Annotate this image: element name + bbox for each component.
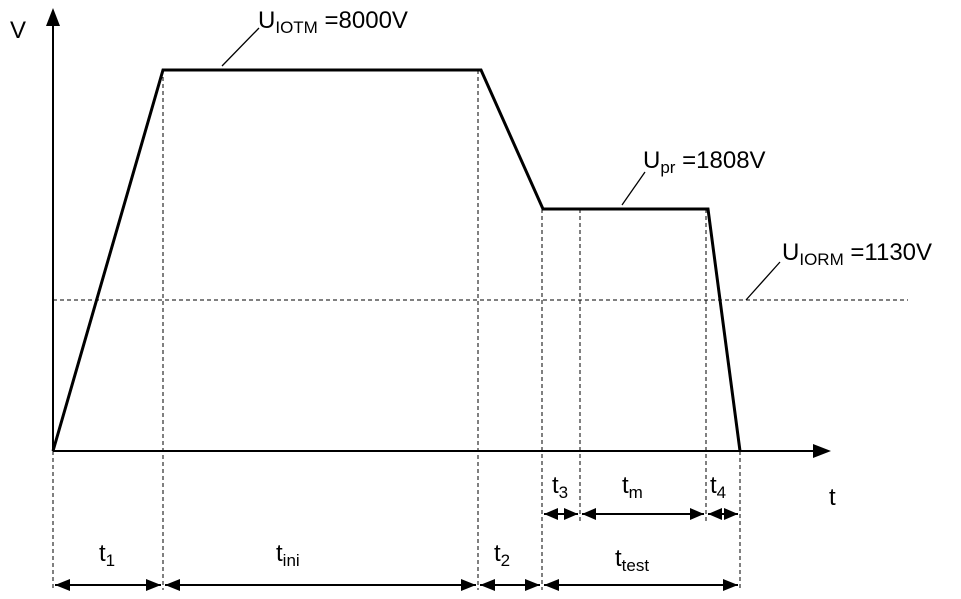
voltage-waveform xyxy=(51,68,742,452)
dimension-row-lower xyxy=(55,579,738,591)
label-t4: t4 xyxy=(710,472,726,502)
label-ttest: ttest xyxy=(615,545,649,575)
label-t3: t3 xyxy=(552,472,568,502)
y-axis-label: V xyxy=(10,17,26,44)
pr-label: Upr =1808V xyxy=(643,147,766,177)
label-t2: t2 xyxy=(494,540,510,570)
arrow xyxy=(525,579,540,591)
iotm-label: UIOTM =8000V xyxy=(258,7,408,37)
arrow xyxy=(544,508,558,520)
label-t1: t1 xyxy=(99,540,115,570)
iotm-leader xyxy=(221,27,260,67)
arrow xyxy=(461,579,476,591)
arrow xyxy=(544,579,559,591)
x-axis-arrow xyxy=(813,444,831,458)
time-marker-lines xyxy=(52,70,741,590)
label-tm: tm xyxy=(622,472,643,502)
arrow xyxy=(564,508,578,520)
label-tini: tini xyxy=(276,540,300,570)
axes xyxy=(46,8,831,458)
arrow xyxy=(723,579,738,591)
arrow xyxy=(690,508,704,520)
y-axis-arrow xyxy=(46,8,60,26)
x-axis-label: t xyxy=(829,484,836,511)
arrow xyxy=(582,508,596,520)
arrow xyxy=(724,508,738,520)
dimension-row-upper xyxy=(544,508,738,520)
iorm-leader xyxy=(745,261,781,301)
arrow xyxy=(708,508,722,520)
arrow xyxy=(165,579,180,591)
arrow xyxy=(480,579,495,591)
arrow xyxy=(55,579,70,591)
arrow xyxy=(146,579,161,591)
iorm-label: UIORM =1130V xyxy=(782,239,932,269)
pr-leader xyxy=(621,171,646,206)
